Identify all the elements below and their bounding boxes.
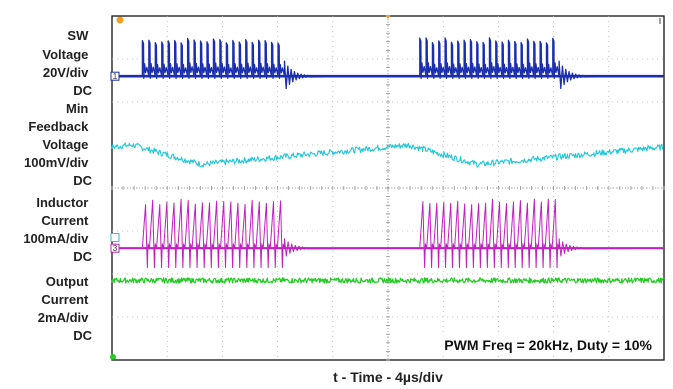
fb-label-line: Voltage — [42, 137, 88, 152]
channel-marker-text: 3 — [113, 244, 118, 253]
fb-label-line: 100mV/div — [24, 155, 89, 170]
sw-label-line: Voltage — [42, 47, 88, 62]
io-label-line: DC — [73, 328, 92, 343]
il-label-line: Current — [41, 213, 89, 228]
sw-label-line: SW — [67, 28, 89, 43]
label-inductor-current: Inductor Current 100mA/div DC — [23, 195, 92, 264]
io-label-line: Output — [46, 274, 89, 289]
il-label-line: DC — [73, 249, 92, 264]
io-label-line: 2mA/div — [38, 310, 89, 325]
fb-label-line: Min — [66, 101, 88, 116]
trigger-center-marker — [385, 15, 391, 19]
x-axis-label: t - Time - 4µs/div — [333, 369, 443, 385]
channel-marker-box — [110, 71, 120, 81]
waveform-traces — [111, 37, 665, 284]
channel-marker-text: 1 — [113, 72, 118, 81]
label-output-current: Output Current 2mA/div DC — [38, 274, 93, 343]
pwm-annotation: PWM Freq = 20kHz, Duty = 10% — [444, 337, 652, 353]
il-label-line: Inductor — [36, 195, 88, 210]
il-label-line: 100mA/div — [23, 231, 89, 246]
sw-label-line: DC — [73, 83, 92, 98]
annotation-background — [398, 333, 660, 356]
channel-marker-box — [110, 232, 120, 242]
output-current-trace — [111, 277, 665, 284]
sw-label-line: 20V/div — [43, 65, 89, 80]
fb-label-line: DC — [73, 173, 92, 188]
io-label-line: Current — [41, 292, 89, 307]
channel-4-marker — [110, 354, 116, 360]
fb-label-line: Feedback — [28, 119, 89, 134]
feedback-voltage-trace — [111, 142, 664, 168]
graticule-grid — [111, 15, 665, 361]
channel-markers: 13 — [110, 15, 661, 360]
label-sw-voltage: SW Voltage 20V/div DC — [42, 28, 92, 98]
channel-marker-box — [110, 243, 120, 253]
label-feedback-voltage: Min Feedback Voltage 100mV/div DC — [24, 101, 93, 188]
trigger-position-marker — [116, 16, 124, 24]
